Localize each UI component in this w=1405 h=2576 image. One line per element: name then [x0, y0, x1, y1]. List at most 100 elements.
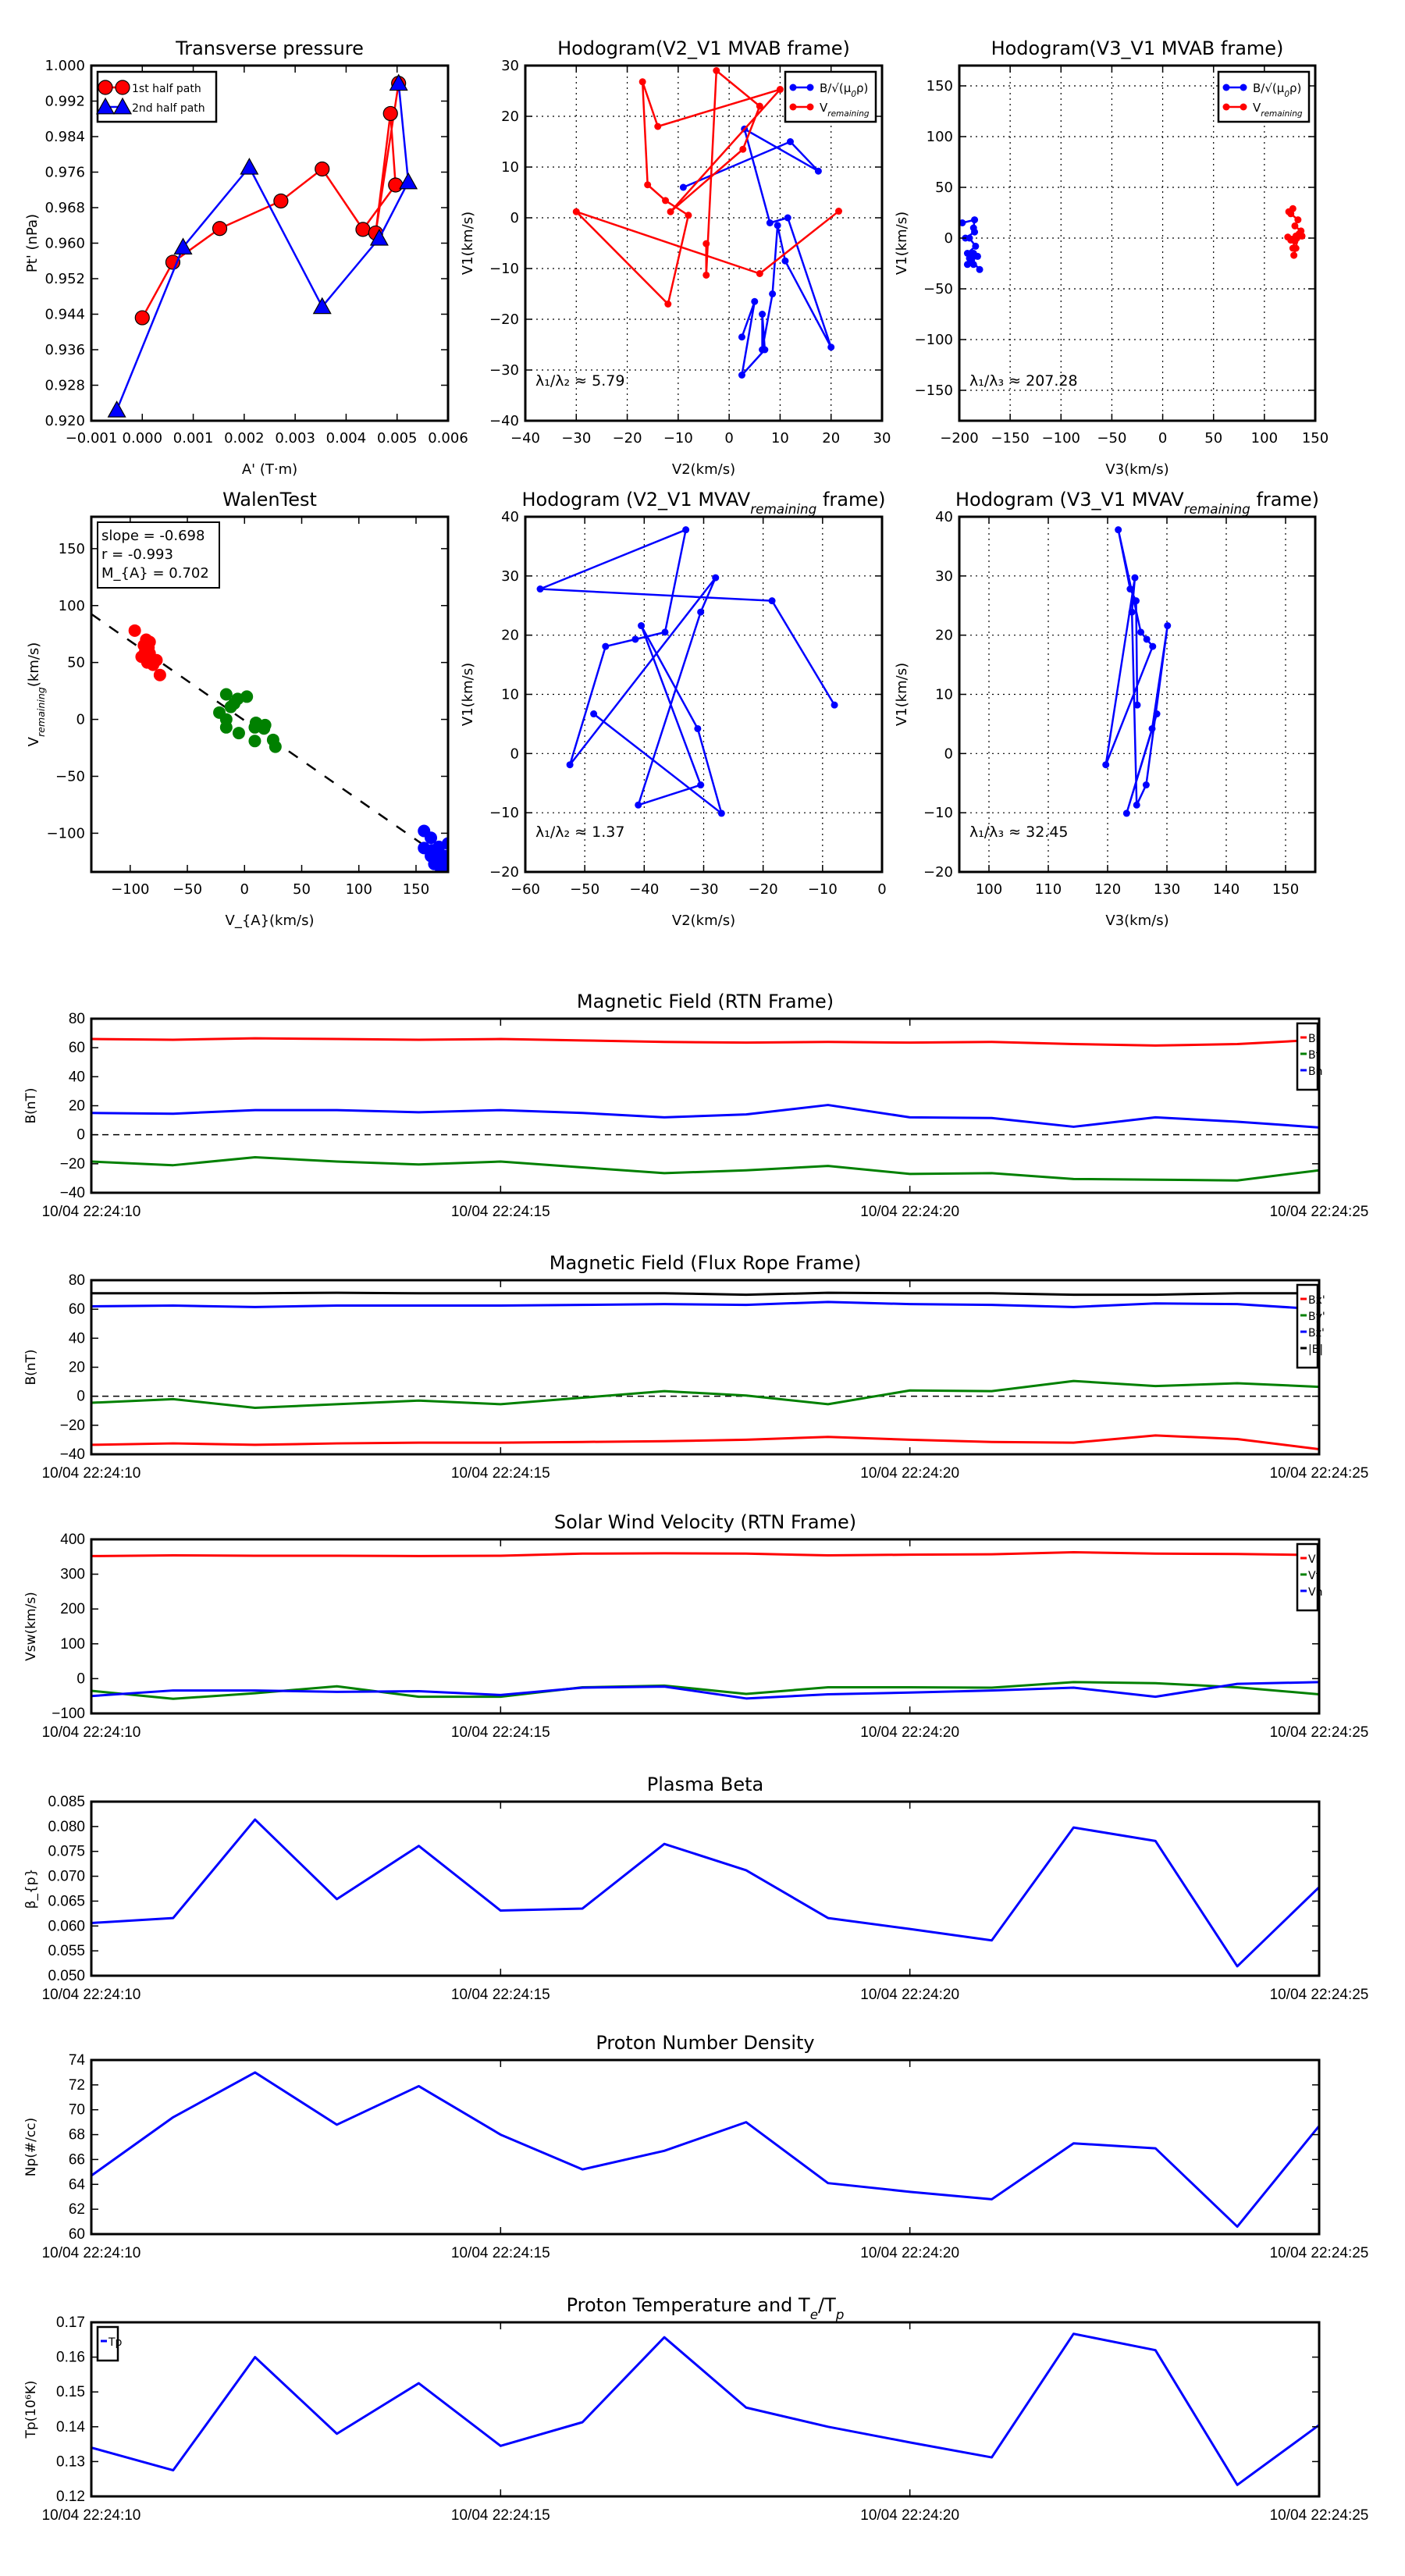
legend-label: Bn [1308, 1066, 1322, 1078]
y-tick-label: 0.14 [56, 2419, 85, 2435]
legend-entry: 2nd half path [95, 97, 205, 115]
series-line [682, 128, 832, 376]
series-vr [91, 1551, 1319, 1557]
data-point [827, 343, 835, 351]
legend-entry: Tp [101, 2336, 123, 2349]
x-tick-label: 10/04 22:24:25 [1270, 2245, 1369, 2261]
chart-panel: 10/04 22:24:10 10/04 22:24:15 10/04 22:24:… [23, 1252, 1368, 1482]
x-tick-label: −150 [991, 430, 1029, 447]
data-point [536, 585, 544, 593]
series-red [128, 624, 166, 681]
y-tick-label: 0 [76, 1127, 85, 1144]
legend-marker [789, 103, 797, 111]
data-point [835, 208, 843, 215]
data-point [1294, 216, 1302, 224]
chart-title: Proton Number Density [596, 2032, 814, 2054]
series-line [141, 83, 400, 318]
axes-frame [524, 64, 884, 422]
series-np [91, 2071, 1319, 2228]
series-v-remaining- [536, 526, 838, 817]
data-point [232, 727, 245, 740]
legend-label: Vr [1308, 1553, 1321, 1566]
x-tick-label: 10/04 22:24:20 [860, 1987, 959, 2003]
eigenvalue-ratio-annotation: λ₁/λ₃ ≈ 32.45 [969, 824, 1069, 841]
y-tick-label: 0 [510, 210, 519, 226]
stats-text: slope = -0.698 [101, 528, 205, 544]
legend-label: Bz' [1308, 1327, 1325, 1340]
data-point [602, 642, 610, 650]
data-point [781, 257, 789, 265]
legend-entry: Vr [1300, 1553, 1321, 1566]
data-point [739, 145, 747, 153]
y-tick-label: 10 [501, 159, 519, 176]
x-tick-label: −50 [1097, 430, 1126, 447]
x-tick-label: −50 [570, 881, 599, 898]
y-tick-label: 0 [76, 1389, 85, 1405]
chart-title: Hodogram (V2_V1 MVAVremaining frame) [521, 489, 885, 517]
x-tick-label: 120 [1094, 881, 1121, 898]
chart-title: Magnetic Field (Flux Rope Frame) [550, 1252, 861, 1274]
series-line [91, 1681, 1319, 1700]
data-point [219, 720, 233, 734]
data-point [784, 214, 791, 222]
x-tick-label: 10/04 22:24:10 [42, 1465, 141, 1482]
data-point [697, 781, 705, 789]
y-tick-label: 0.080 [48, 1819, 85, 1835]
y-tick-label: 0.944 [44, 307, 85, 323]
legend-entry: Vremaining [789, 101, 870, 119]
y-tick-label: 20 [501, 109, 519, 125]
y-tick-label: 20 [501, 628, 519, 644]
data-point [572, 208, 580, 215]
y-tick-label: −10 [489, 261, 519, 277]
series-tp [91, 2332, 1319, 2486]
chart-title: Hodogram(V3_V1 MVAB frame) [991, 37, 1284, 59]
x-tick-label: 150 [1302, 430, 1329, 447]
x-tick-label: −20 [613, 430, 642, 447]
y-tick-label: 0.920 [44, 413, 85, 429]
data-point [248, 720, 261, 734]
data-point [399, 172, 418, 190]
y-tick-label: 80 [69, 1272, 85, 1289]
data-point [1128, 608, 1136, 616]
legend-label: Vn [1308, 1586, 1322, 1599]
y-tick-label: 0 [76, 1670, 85, 1687]
data-point [814, 167, 822, 175]
y-tick-label: 150 [927, 78, 953, 94]
x-tick-label: 10/04 22:24:15 [451, 1987, 550, 2003]
plot-area [91, 2332, 1319, 2486]
axes-frame [90, 515, 450, 873]
y-tick-label: 0 [76, 712, 85, 728]
y-tick-label: −10 [489, 805, 519, 821]
legend-marker [95, 97, 116, 115]
stats-box-frame [97, 521, 220, 589]
y-tick-label: 0.050 [48, 1968, 85, 1984]
data-point [786, 138, 794, 145]
legend-label: Br [1308, 1033, 1321, 1045]
legend-frame [1296, 1542, 1319, 1612]
y-tick-label: 300 [60, 1567, 85, 1583]
y-tick-label: −100 [47, 825, 85, 841]
data-point [972, 242, 980, 250]
legend-entry: |B| [1300, 1343, 1323, 1356]
data-point [638, 622, 646, 630]
legend-label: B/√(μ0ρ) [1253, 81, 1301, 99]
y-tick-label: 40 [935, 509, 953, 525]
y-tick-label: 40 [501, 509, 519, 525]
y-tick-label: −150 [915, 382, 953, 399]
chart-panel: −200 −150 −100 −50 0 50 100 150 −150 −100 −50 0 50 10… [894, 37, 1329, 478]
chart-panel: 10/04 22:24:10 10/04 22:24:15 10/04 22:24:… [23, 2032, 1368, 2261]
legend-marker [1222, 103, 1230, 111]
y-tick-label: 60 [69, 1040, 85, 1056]
chart-title: Plasma Beta [647, 1774, 763, 1795]
x-tick-label: 0.003 [275, 430, 315, 447]
data-point [1153, 710, 1161, 718]
data-point [685, 212, 692, 219]
x-tick-label: −100 [1042, 430, 1080, 447]
x-tick-label: 10/04 22:24:25 [1270, 1465, 1369, 1482]
chart-panel: −60 −50 −40 −30 −20 −10 0 −20 −10 0 10 20 30 40Hodogr… [460, 489, 887, 929]
y-tick-label: 50 [67, 655, 85, 671]
legend-marker [1240, 84, 1247, 91]
data-point [966, 234, 973, 242]
x-axis-label: V2(km/s) [672, 461, 735, 478]
y-tick-label: 400 [60, 1532, 85, 1548]
